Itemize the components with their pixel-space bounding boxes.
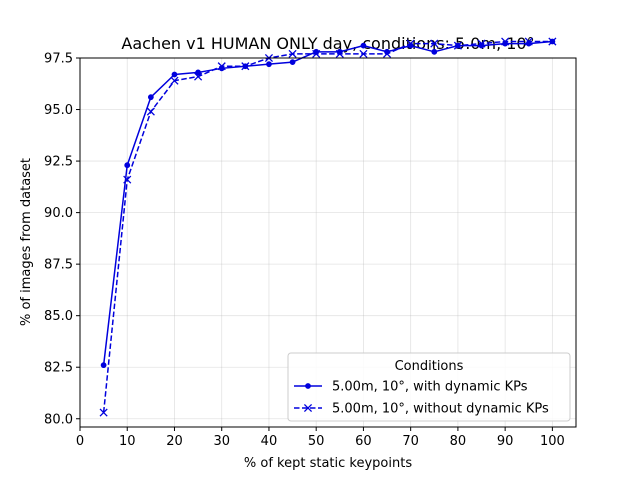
x-tick-label: 80	[450, 434, 467, 449]
y-tick-label: 92.5	[44, 155, 73, 170]
data-point	[360, 42, 367, 49]
y-tick-label: 82.5	[44, 361, 73, 376]
x-tick-label: 60	[355, 434, 372, 449]
data-point	[288, 49, 297, 58]
data-point	[524, 37, 533, 46]
y-tick-label: 87.5	[44, 258, 73, 273]
data-point	[123, 175, 132, 184]
data-point	[100, 362, 107, 369]
x-tick-label: 100	[540, 434, 565, 449]
legend: Conditions 5.00m, 10°, with dynamic KPs5…	[287, 352, 571, 422]
x-tick-label: 50	[308, 434, 325, 449]
data-point	[146, 107, 155, 116]
y-tick-label: 80.0	[44, 412, 73, 427]
legend-entry: 5.00m, 10°, with dynamic KPs	[294, 380, 528, 395]
data-point	[303, 403, 313, 413]
data-point	[312, 49, 321, 58]
data-point	[477, 39, 486, 48]
x-tick-label: 30	[213, 434, 230, 449]
data-point	[195, 69, 201, 76]
series-line	[102, 40, 553, 413]
data-point	[431, 48, 438, 55]
x-tick-label: 10	[119, 434, 136, 449]
data-point	[171, 71, 178, 78]
legend-label: 5.00m, 10°, without dynamic KPs	[332, 402, 549, 417]
data-point	[501, 37, 510, 46]
data-point	[305, 383, 311, 389]
data-point	[266, 61, 272, 68]
data-point	[124, 162, 131, 169]
y-axis-label: % of images from dataset	[19, 158, 34, 326]
data-point	[289, 59, 296, 66]
legend-entries: 5.00m, 10°, with dynamic KPs 5.00m, 10°, …	[294, 380, 549, 417]
data-point	[359, 49, 368, 58]
legend-title: Conditions	[395, 359, 464, 374]
data-point	[99, 408, 108, 417]
x-axis-label: % of kept static keypoints	[244, 456, 412, 471]
x-tick-label: 70	[402, 434, 419, 449]
chart-title: Aachen v1 HUMAN ONLY day, conditions: 5.…	[121, 34, 534, 53]
x-tick-label: 40	[261, 434, 278, 449]
legend-label: 5.00m, 10°, with dynamic KPs	[332, 380, 528, 395]
data-point	[406, 39, 415, 48]
data-point	[335, 49, 344, 58]
legend-box	[287, 352, 571, 422]
x-tick-label: 90	[497, 434, 514, 449]
data-point	[548, 37, 557, 46]
data-point	[194, 72, 203, 81]
data-point	[170, 76, 179, 85]
y-tick-label: 95.0	[44, 103, 73, 118]
plot-series	[99, 37, 557, 417]
data-point	[382, 49, 392, 58]
plot-frame	[79, 57, 577, 428]
y-tick-label: 85.0	[44, 309, 73, 324]
data-point	[147, 94, 154, 101]
x-tick-label: 20	[166, 434, 183, 449]
y-tick-label: 90.0	[44, 206, 73, 221]
series-2	[99, 37, 557, 417]
data-point	[430, 39, 439, 48]
y-tick-label: 97.5	[44, 52, 73, 67]
data-point	[217, 62, 226, 71]
data-point	[241, 62, 250, 71]
axes: 0 10 20 30 40 50 60 70 80 90 100 80.0 82.5 85.0 87.5 90…	[44, 52, 565, 450]
x-tick-label: 0	[76, 434, 84, 449]
series-line	[102, 40, 553, 366]
legend-entry: 5.00m, 10°, without dynamic KPs	[294, 402, 549, 417]
data-point	[453, 41, 462, 50]
